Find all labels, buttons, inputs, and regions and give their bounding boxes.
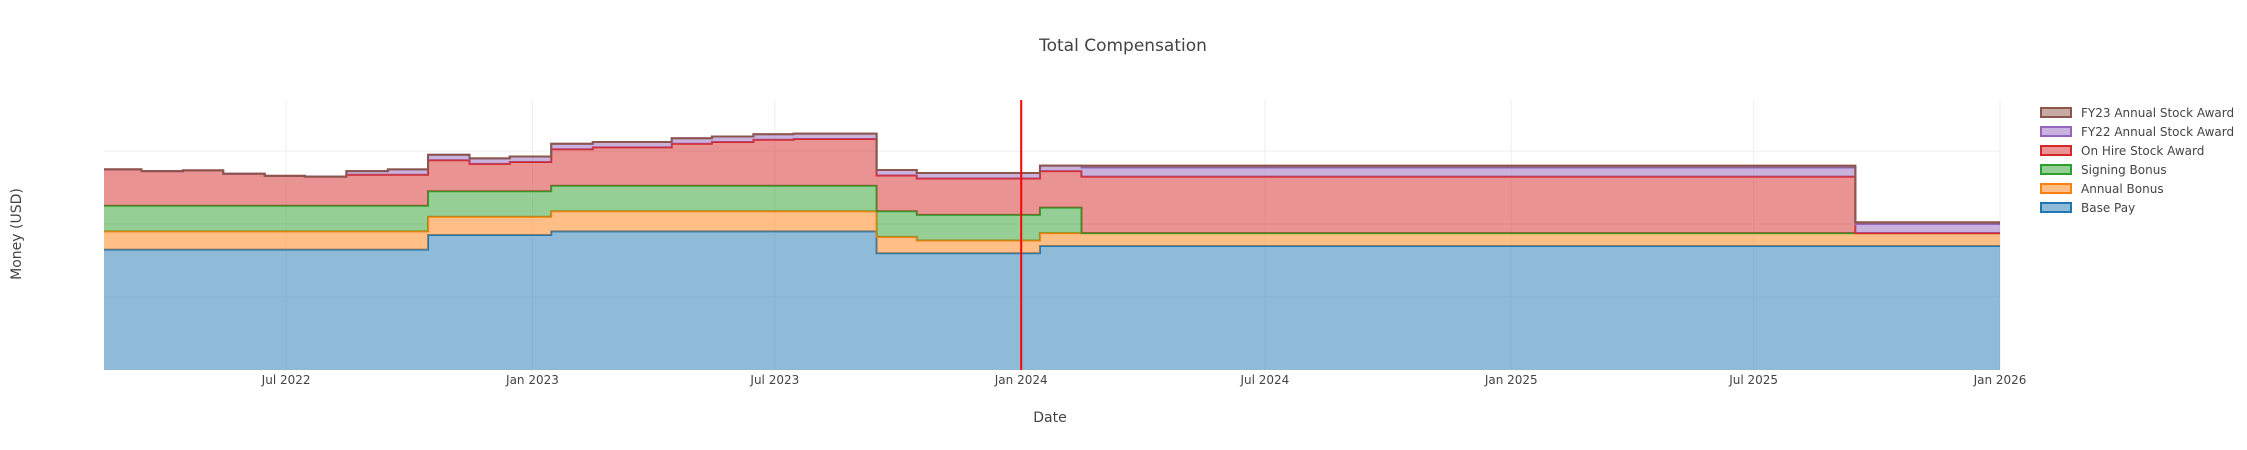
legend-item-annual-bonus[interactable]: Annual Bonus: [2040, 182, 2164, 196]
legend-item-on-hire-stock-award[interactable]: On Hire Stock Award: [2040, 144, 2204, 158]
x-tick-label: Jan 2025: [1484, 373, 1538, 387]
legend-swatch: [2040, 202, 2072, 213]
legend-label: Base Pay: [2081, 201, 2135, 215]
x-axis-title: Date: [1033, 410, 1066, 426]
area-base-pay: [104, 231, 2000, 370]
legend-label: FY22 Annual Stock Award: [2081, 125, 2234, 139]
x-tick-label: Jan 2023: [505, 373, 559, 387]
legend-swatch: [2040, 145, 2072, 156]
x-tick-label: Jul 2022: [261, 373, 311, 387]
legend-label: FY23 Annual Stock Award: [2081, 106, 2234, 120]
line-fy23-annual-stock-award: [104, 132, 2000, 224]
x-tick-label: Jul 2024: [1239, 373, 1289, 387]
x-tick-label: Jan 2024: [994, 373, 1048, 387]
legend-item-fy22-annual-stock-award[interactable]: FY22 Annual Stock Award: [2040, 125, 2234, 139]
y-axis-title: Money (USD): [9, 188, 25, 280]
legend-swatch: [2040, 107, 2072, 118]
legend-label: Signing Bonus: [2081, 163, 2167, 177]
legend-swatch: [2040, 126, 2072, 137]
chart-title: Total Compensation: [1038, 36, 1207, 56]
x-tick-label: Jan 2026: [1973, 373, 2027, 387]
x-axis-ticks: Jul 2022 Jan 2023 Jul 2023 Jan 2024 Jul 2024…: [261, 373, 2027, 387]
area-annual-bonus: [104, 211, 2000, 254]
area-signing-bonus: [104, 185, 2000, 241]
legend-item-signing-bonus[interactable]: Signing Bonus: [2040, 163, 2167, 177]
x-tick-label: Jul 2023: [749, 373, 799, 387]
stacked-areas: [104, 132, 2000, 370]
legend-label: Annual Bonus: [2081, 182, 2164, 196]
legend-swatch: [2040, 164, 2072, 175]
legend-item-fy23-annual-stock-award[interactable]: FY23 Annual Stock Award: [2040, 106, 2234, 120]
x-tick-label: Jul 2025: [1728, 373, 1778, 387]
legend-item-base-pay[interactable]: Base Pay: [2040, 201, 2135, 215]
area-on-hire-stock-award: [104, 139, 2000, 234]
legend-swatch: [2040, 183, 2072, 194]
legend-label: On Hire Stock Award: [2081, 144, 2204, 158]
legend[interactable]: FY23 Annual Stock Award FY22 Annual Stock…: [2040, 106, 2234, 215]
